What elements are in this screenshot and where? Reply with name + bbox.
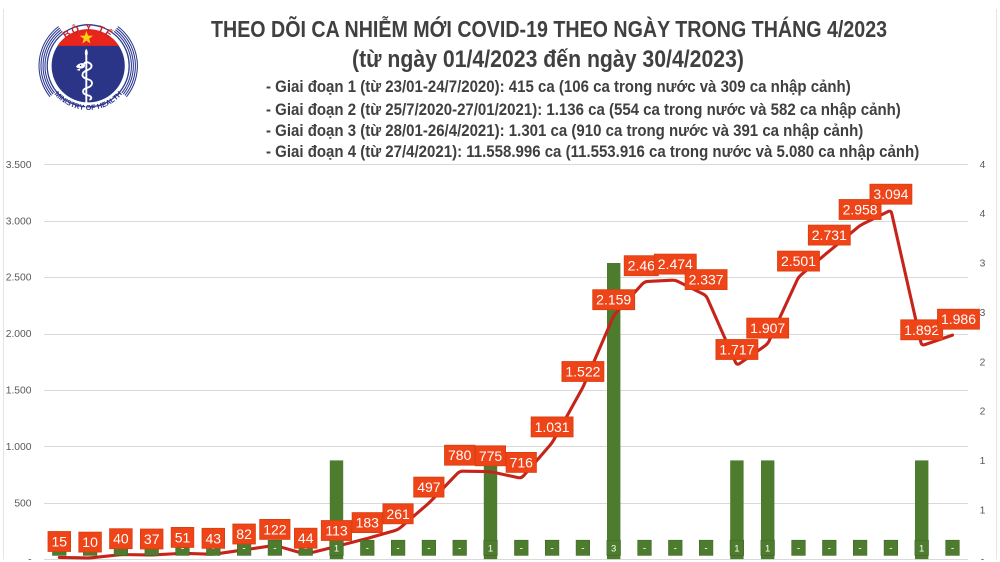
svg-text:T: T [69, 100, 77, 110]
svg-text:1: 1 [488, 543, 493, 554]
svg-text:44: 44 [298, 530, 314, 546]
svg-text:1: 1 [919, 543, 924, 554]
svg-text:40: 40 [113, 531, 129, 547]
svg-text:-: - [704, 543, 707, 554]
svg-text:L: L [108, 95, 117, 105]
svg-text:3: 3 [980, 308, 986, 319]
svg-text:2.000: 2.000 [6, 329, 32, 340]
svg-text:-: - [427, 543, 430, 554]
svg-text:H: H [114, 89, 124, 99]
svg-text:-: - [858, 543, 861, 554]
svg-text:A: A [104, 97, 113, 107]
svg-text:-: - [674, 543, 677, 554]
svg-text:H: H [96, 101, 103, 111]
svg-text:-: - [550, 543, 553, 554]
svg-text:S: S [65, 98, 74, 108]
svg-text:1.892: 1.892 [904, 322, 939, 338]
svg-text:82: 82 [236, 526, 252, 542]
svg-text:43: 43 [206, 530, 222, 546]
svg-text:N: N [59, 94, 69, 104]
svg-text:780: 780 [448, 447, 472, 463]
svg-text:-: - [520, 543, 523, 554]
svg-text:1.522: 1.522 [565, 364, 600, 380]
svg-text:I: I [63, 97, 69, 106]
svg-text:15: 15 [52, 534, 68, 550]
svg-text:2.500: 2.500 [6, 273, 32, 284]
svg-text:Y: Y [79, 102, 85, 112]
svg-text:10: 10 [82, 534, 98, 550]
svg-text:4: 4 [980, 209, 986, 220]
svg-text:1: 1 [734, 543, 739, 554]
svg-text:-: - [797, 543, 800, 554]
svg-text:261: 261 [386, 506, 410, 522]
svg-text:M: M [53, 89, 64, 100]
svg-text:T: T [111, 92, 121, 102]
svg-text:1.986: 1.986 [941, 311, 976, 327]
svg-text:2.46: 2.46 [628, 258, 655, 274]
svg-text:3.000: 3.000 [6, 216, 32, 227]
svg-text:R: R [74, 101, 82, 111]
svg-text:3.094: 3.094 [873, 186, 908, 202]
svg-text:3: 3 [611, 543, 616, 554]
svg-text:-: - [981, 555, 984, 562]
svg-text:2.731: 2.731 [812, 227, 847, 243]
svg-text:-: - [273, 543, 276, 554]
svg-text:2.474: 2.474 [658, 256, 693, 272]
svg-text:I: I [57, 93, 64, 101]
svg-text:122: 122 [263, 521, 287, 537]
svg-text:716: 716 [510, 454, 534, 470]
svg-text:1.500: 1.500 [6, 386, 32, 397]
svg-text:497: 497 [417, 479, 441, 495]
svg-text:-: - [951, 543, 954, 554]
svg-text:-: - [828, 543, 831, 554]
svg-text:F: F [91, 102, 97, 112]
svg-text:-: - [366, 543, 369, 554]
svg-text:-: - [181, 543, 184, 554]
svg-text:E: E [100, 99, 108, 109]
svg-text:-: - [458, 543, 461, 554]
svg-text:O: O [86, 103, 92, 112]
svg-text:3: 3 [980, 259, 986, 270]
svg-text:-: - [28, 555, 31, 562]
svg-text:-: - [304, 543, 307, 554]
svg-text:2.337: 2.337 [689, 272, 724, 288]
svg-text:775: 775 [479, 448, 503, 464]
svg-text:2: 2 [980, 407, 986, 418]
svg-text:-: - [212, 543, 215, 554]
svg-text:1: 1 [334, 543, 339, 554]
svg-text:2: 2 [980, 357, 986, 368]
svg-text:2.958: 2.958 [843, 202, 878, 218]
svg-text:-: - [242, 543, 245, 554]
svg-text:2.159: 2.159 [596, 292, 631, 308]
svg-text:1.907: 1.907 [750, 320, 785, 336]
svg-text:-: - [643, 543, 646, 554]
svg-text:113: 113 [325, 523, 348, 539]
svg-text:3.500: 3.500 [6, 160, 32, 171]
svg-text:500: 500 [14, 498, 31, 509]
svg-text:37: 37 [144, 531, 160, 547]
svg-text:1: 1 [980, 456, 986, 467]
svg-text:1: 1 [980, 505, 986, 516]
svg-text:-: - [396, 543, 399, 554]
svg-text:1: 1 [765, 543, 770, 554]
svg-text:183: 183 [356, 515, 380, 531]
svg-text:2.501: 2.501 [781, 253, 816, 269]
svg-text:1.717: 1.717 [719, 342, 754, 358]
svg-text:-: - [889, 543, 892, 554]
svg-text:1.000: 1.000 [6, 442, 32, 453]
svg-text:4: 4 [980, 160, 986, 171]
svg-text:1.031: 1.031 [535, 419, 570, 435]
svg-text:51: 51 [175, 529, 191, 545]
svg-text:-: - [581, 543, 584, 554]
